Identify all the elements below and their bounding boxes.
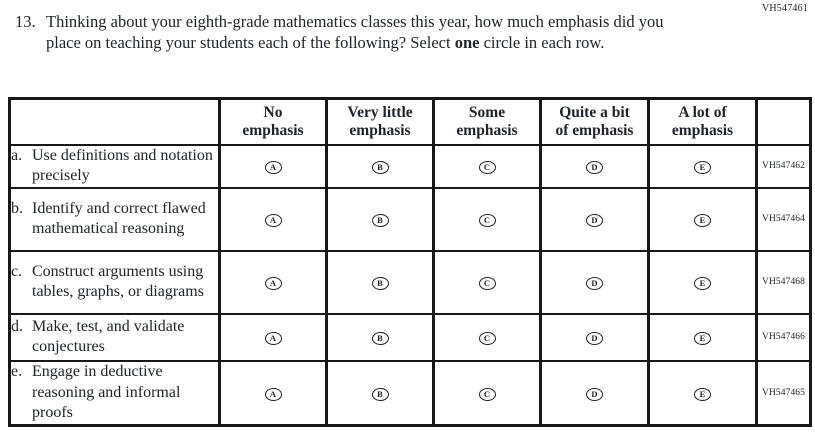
row-label: Use definitions and notation precisely <box>32 147 213 185</box>
answer-bubble-d[interactable]: D <box>586 161 603 175</box>
emphasis-matrix-table: No emphasis Very little emphasis Some em… <box>8 97 812 427</box>
option-cell: E <box>647 186 758 252</box>
row-letter: d. <box>11 317 23 335</box>
row-label-cell: e. Engage in deductive reasoning and info… <box>8 359 221 427</box>
row-label: Identify and correct flawed mathematical… <box>32 199 206 238</box>
column-header-very-little-emphasis: Very little emphasis <box>325 97 435 146</box>
form-code: VH547461 <box>761 3 808 14</box>
row-letter: b. <box>11 199 23 217</box>
option-cell: E <box>647 312 758 362</box>
answer-bubble-d[interactable]: D <box>586 214 603 228</box>
answer-bubble-b[interactable]: B <box>371 161 389 175</box>
option-cell: C <box>432 359 542 427</box>
answer-bubble-c[interactable]: C <box>478 332 496 346</box>
row-code: VH547468 <box>755 249 812 315</box>
row-code: VH547466 <box>755 312 812 362</box>
row-letter: e. <box>11 363 23 381</box>
row-code: VH547464 <box>755 186 812 252</box>
answer-bubble-d[interactable]: D <box>586 332 603 346</box>
answer-bubble-a[interactable]: A <box>264 332 282 346</box>
question-number: 13. <box>15 12 36 31</box>
option-cell: D <box>539 144 650 189</box>
answer-bubble-a[interactable]: A <box>264 214 282 228</box>
answer-bubble-e[interactable]: E <box>694 332 711 346</box>
answer-bubble-c[interactable]: C <box>478 161 496 175</box>
option-cell: B <box>325 312 435 362</box>
header-row: No emphasis Very little emphasis Some em… <box>8 97 812 146</box>
table-row-b: b. Identify and correct flawed mathematic… <box>8 186 812 252</box>
row-label-cell: d. Make, test, and validate conjectures <box>8 312 221 362</box>
question-bold-word: one <box>454 33 480 52</box>
table-row-e: e. Engage in deductive reasoning and info… <box>8 359 812 427</box>
option-cell: E <box>647 144 758 189</box>
answer-bubble-c[interactable]: C <box>478 387 496 401</box>
row-code: VH547462 <box>755 144 812 189</box>
answer-bubble-a[interactable]: A <box>264 277 282 291</box>
column-header-quite-a-bit-of-emphasis: Quite a bit of emphasis <box>539 97 650 146</box>
row-label-cell: c. Construct arguments using tables, grap… <box>8 249 221 315</box>
row-label: Make, test, and validate conjectures <box>32 317 185 356</box>
table-row-c: c. Construct arguments using tables, grap… <box>8 249 812 315</box>
answer-bubble-b[interactable]: B <box>371 332 389 346</box>
answer-bubble-e[interactable]: E <box>694 161 711 175</box>
question-13: 13. Thinking about your eighth-grade mat… <box>15 11 694 53</box>
table-row-a: a. Use definitions and notation precisely… <box>8 144 812 189</box>
option-cell: A <box>218 359 328 427</box>
answer-bubble-b[interactable]: B <box>371 387 389 401</box>
answer-bubble-a[interactable]: A <box>264 161 282 175</box>
row-label: Construct arguments using tables, graphs… <box>32 262 204 301</box>
option-cell: E <box>647 359 758 427</box>
option-cell: B <box>325 186 435 252</box>
row-code: VH547465 <box>755 359 812 427</box>
row-label: Engage in deductive reasoning and inform… <box>32 363 181 422</box>
row-label-cell: b. Identify and correct flawed mathematic… <box>8 186 221 252</box>
column-header-code-blank <box>755 97 812 146</box>
table-row-d: d. Make, test, and validate conjectures A… <box>8 312 812 362</box>
row-letter: a. <box>11 147 23 164</box>
answer-bubble-e[interactable]: E <box>694 214 711 228</box>
column-header-blank <box>8 97 221 146</box>
option-cell: B <box>325 144 435 189</box>
option-cell: C <box>432 249 542 315</box>
row-letter: c. <box>11 262 23 280</box>
option-cell: A <box>218 144 328 189</box>
option-cell: A <box>218 186 328 252</box>
answer-bubble-e[interactable]: E <box>694 277 711 291</box>
option-cell: D <box>539 312 650 362</box>
option-cell: B <box>325 359 435 427</box>
option-cell: B <box>325 249 435 315</box>
answer-bubble-c[interactable]: C <box>478 277 496 291</box>
option-cell: D <box>539 359 650 427</box>
answer-bubble-b[interactable]: B <box>371 214 389 228</box>
question-text-part2: circle in each row. <box>479 33 605 52</box>
row-label-cell: a. Use definitions and notation precisely <box>8 144 221 189</box>
option-cell: A <box>218 312 328 362</box>
question-text-part1: Thinking about your eighth-grade mathema… <box>46 12 664 52</box>
option-cell: D <box>539 186 650 252</box>
column-header-no-emphasis: No emphasis <box>218 97 328 146</box>
answer-bubble-b[interactable]: B <box>371 277 389 291</box>
option-cell: C <box>432 186 542 252</box>
column-header-a-lot-of-emphasis: A lot of emphasis <box>647 97 758 146</box>
option-cell: C <box>432 312 542 362</box>
option-cell: E <box>647 249 758 315</box>
answer-bubble-a[interactable]: A <box>264 387 282 401</box>
answer-bubble-d[interactable]: D <box>586 387 603 401</box>
option-cell: A <box>218 249 328 315</box>
answer-bubble-c[interactable]: C <box>478 214 496 228</box>
question-text: Thinking about your eighth-grade mathema… <box>46 11 694 53</box>
answer-bubble-e[interactable]: E <box>694 387 711 401</box>
column-header-some-emphasis: Some emphasis <box>432 97 542 146</box>
option-cell: D <box>539 249 650 315</box>
answer-bubble-d[interactable]: D <box>586 277 603 291</box>
option-cell: C <box>432 144 542 189</box>
